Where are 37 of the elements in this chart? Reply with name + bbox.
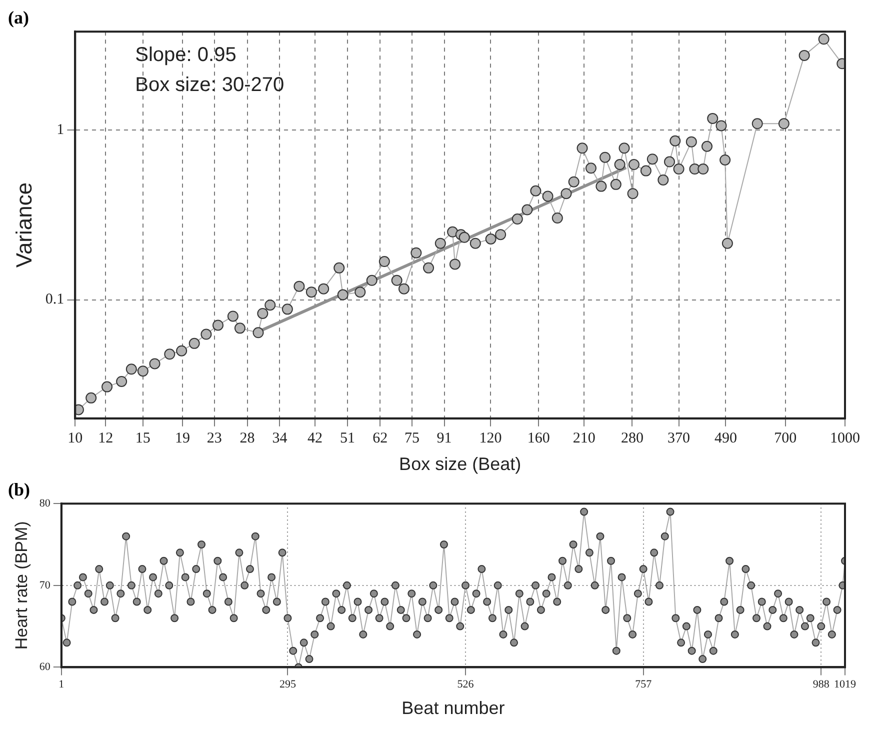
chart-title: (a): [8, 7, 29, 28]
x-tick-label: 42: [308, 430, 323, 446]
x-tick-label: 210: [572, 430, 596, 446]
x-tick-label: 62: [372, 430, 388, 446]
x-tick-label: 34: [272, 430, 288, 446]
x-tick-label: 51: [340, 430, 356, 446]
x-tick-label: 10: [68, 430, 83, 446]
x-tick-label: 160: [527, 430, 550, 446]
y-tick-label: 60: [39, 661, 51, 674]
y-axis-title: Variance: [11, 182, 36, 268]
chart-title: (b): [8, 479, 30, 500]
x-tick-label: 120: [479, 430, 502, 446]
x-tick-label: 28: [240, 430, 255, 446]
x-axis-title: Beat number: [402, 698, 505, 718]
x-tick-label: 23: [206, 430, 222, 446]
x-tick-label: 75: [404, 430, 420, 446]
x-tick-label: 19: [174, 430, 190, 446]
x-tick-label: 526: [457, 678, 474, 691]
x-tick-label: 15: [135, 430, 150, 446]
y-tick-label: 70: [39, 579, 51, 592]
x-tick-label: 280: [620, 430, 644, 446]
x-tick-label: 370: [668, 430, 690, 446]
x-tick-label: 757: [635, 678, 652, 691]
annotation: Slope: 0.95: [135, 44, 236, 66]
x-tick-label: 700: [774, 430, 797, 446]
x-tick-label: 988: [812, 678, 830, 691]
x-tick-label: 295: [279, 678, 296, 691]
y-axis-title: Heart rate (BPM): [12, 521, 31, 650]
annotation: Box size: 30-270: [135, 74, 284, 96]
x-tick-label: 1019: [834, 678, 856, 691]
x-tick-label: 1000: [830, 430, 860, 446]
x-tick-label: 490: [714, 430, 737, 446]
y-tick-label: 80: [39, 497, 51, 510]
x-tick-label: 91: [436, 430, 452, 446]
y-tick-label: 0.1: [45, 292, 64, 308]
x-axis-title: Box size (Beat): [399, 454, 522, 474]
x-tick-label: 12: [98, 430, 114, 446]
